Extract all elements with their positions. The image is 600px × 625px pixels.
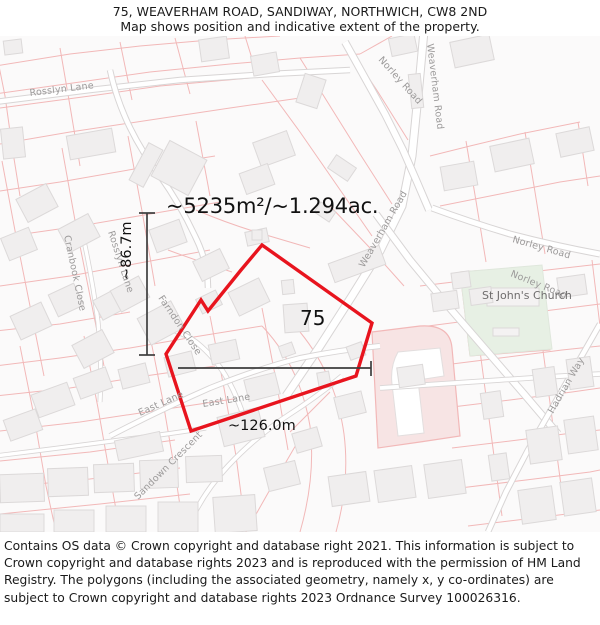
property-boundary-polygon[interactable]	[164, 242, 374, 434]
dimension-vertical-label: ~86.7m	[119, 221, 135, 280]
plot-number-label: 75	[300, 306, 326, 330]
area-measurement-label: ~5235m²/~1.294ac.	[166, 194, 379, 218]
map-header: 75, WEAVERHAM ROAD, SANDIWAY, NORTHWICH,…	[0, 0, 600, 36]
map-vector-layer: Rosslyn Lane Rosslyn Lane Norley Road We…	[0, 36, 600, 532]
copyright-footer: Contains OS data © Crown copyright and d…	[4, 539, 581, 605]
map-canvas[interactable]: Rosslyn Lane Rosslyn Lane Norley Road We…	[0, 36, 600, 532]
page-subtitle: Map shows position and indicative extent…	[120, 19, 480, 34]
building-footprints	[0, 36, 599, 532]
church-outbuilding	[492, 327, 520, 337]
dimension-horizontal-label: ~126.0m	[228, 418, 296, 434]
poi-label-st-johns-church: St John's Church	[482, 289, 572, 302]
dimension-lines	[139, 212, 372, 376]
page-title: 75, WEAVERHAM ROAD, SANDIWAY, NORTHWICH,…	[112, 4, 488, 19]
